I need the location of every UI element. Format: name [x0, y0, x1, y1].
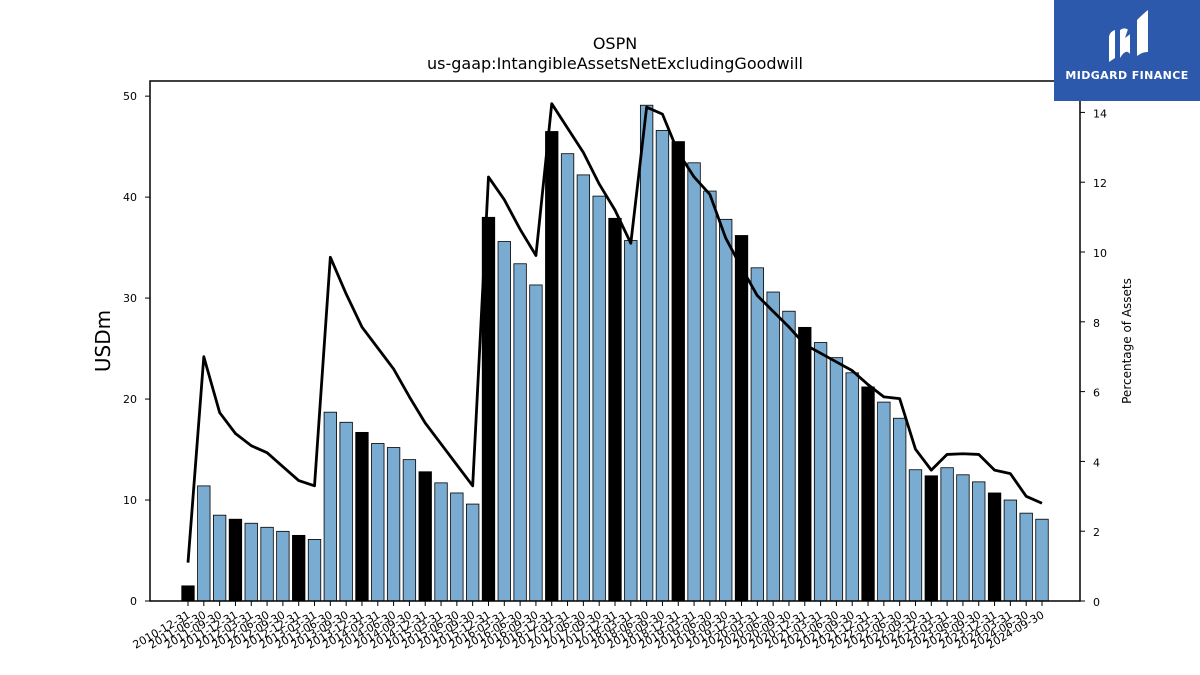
bar-2018-06-30 [639, 104, 654, 602]
bar-2021-06-30 [829, 357, 844, 602]
bar-2022-06-30 [893, 417, 907, 602]
chart-subtitle: us-gaap:IntangibleAssetsNetExcludingGood… [427, 54, 803, 73]
bar-2020-09-30 [782, 310, 796, 602]
bar-2024-03-31 [1003, 499, 1018, 602]
bar-2021-12-31 [861, 386, 875, 602]
bar-2013-06-30 [323, 411, 337, 602]
y-tick-label: 40 [123, 191, 137, 204]
bar-2018-12-31 [671, 141, 685, 602]
line-layer [186, 102, 1043, 563]
bar-2023-03-31 [940, 467, 954, 602]
bar-2017-12-31 [608, 217, 622, 602]
y2-tick-label: 2 [1093, 526, 1100, 539]
bar-2012-09-30 [276, 530, 290, 602]
bar-2024-06-30 [1019, 512, 1033, 602]
bar-2015-06-30 [450, 492, 464, 602]
percentage-of-assets-line [186, 102, 1043, 563]
bar-2024-09-30 [1035, 518, 1049, 602]
bar-2014-09-30 [402, 459, 417, 602]
bar-2023-12-31 [987, 492, 1002, 602]
bar-2014-03-31 [371, 443, 385, 602]
bar-2017-06-30 [576, 174, 591, 602]
y2-tick-label: 0 [1093, 596, 1100, 609]
bar-2019-12-31 [734, 235, 749, 602]
bar-2020-12-31 [798, 326, 812, 602]
y-tick-label: 50 [123, 90, 137, 103]
y-axis-label: USDm [91, 310, 115, 372]
bar-2022-12-31 [924, 475, 938, 602]
y2-tick-label: 12 [1093, 177, 1107, 190]
bar-2017-09-30 [592, 195, 606, 602]
bar-2018-09-30 [655, 130, 670, 602]
bar-2011-06-30 [197, 485, 211, 602]
y2-tick-label: 6 [1093, 387, 1100, 400]
y2-tick-label: 14 [1093, 107, 1107, 120]
bar-2021-03-31 [813, 342, 828, 602]
bar-2015-09-30 [466, 503, 480, 602]
bar-2013-09-30 [339, 421, 353, 602]
bar-2019-06-30 [703, 190, 717, 602]
bar-2016-12-31 [545, 131, 559, 602]
y2-tick-label: 4 [1093, 456, 1100, 469]
brand-logo: MIDGARD FINANCE [1054, 0, 1200, 101]
y-tick-label: 20 [123, 393, 137, 406]
bar-2021-09-30 [845, 372, 859, 602]
bar-2023-06-30 [956, 474, 970, 602]
chart-title: OSPN [593, 34, 637, 53]
bar-2023-09-30 [972, 481, 986, 602]
axes-layer: 01020304050024681012142010-12-312011-06-… [123, 80, 1107, 652]
bar-2012-12-31 [292, 534, 306, 602]
bar-2016-09-30 [529, 284, 543, 602]
bar-2020-06-30 [766, 291, 780, 602]
bar-2014-12-31 [418, 471, 432, 602]
bar-2013-03-31 [307, 539, 322, 602]
bar-2022-09-30 [908, 469, 923, 602]
brand-name: MIDGARD FINANCE [1065, 69, 1189, 82]
y-tick-label: 30 [123, 292, 137, 305]
y-tick-label: 0 [130, 595, 137, 608]
bar-2020-03-31 [750, 267, 764, 602]
y2-axis-label: Percentage of Assets [1120, 278, 1134, 404]
bars-layer [181, 104, 1049, 602]
midgard-logo-icon [1109, 10, 1148, 62]
bar-2010-12-31 [181, 585, 195, 602]
bar-2014-06-30 [386, 447, 401, 602]
bar-2011-09-30 [212, 514, 227, 602]
bar-2012-06-30 [260, 526, 274, 602]
bar-2013-12-31 [355, 431, 369, 602]
bar-2018-03-31 [624, 240, 638, 602]
bar-2015-03-31 [434, 482, 448, 602]
y2-tick-label: 8 [1093, 317, 1100, 330]
bar-2019-03-31 [687, 162, 701, 602]
y2-tick-label: 10 [1093, 247, 1107, 260]
bar-2016-06-30 [513, 263, 527, 602]
bar-2012-03-31 [244, 522, 258, 602]
bar-2017-03-31 [560, 153, 575, 602]
bar-2019-09-30 [719, 218, 733, 602]
bar-2011-12-31 [228, 518, 243, 602]
bar-2016-03-31 [497, 241, 511, 602]
bar-2022-03-31 [877, 401, 891, 602]
y-tick-label: 10 [123, 494, 137, 507]
